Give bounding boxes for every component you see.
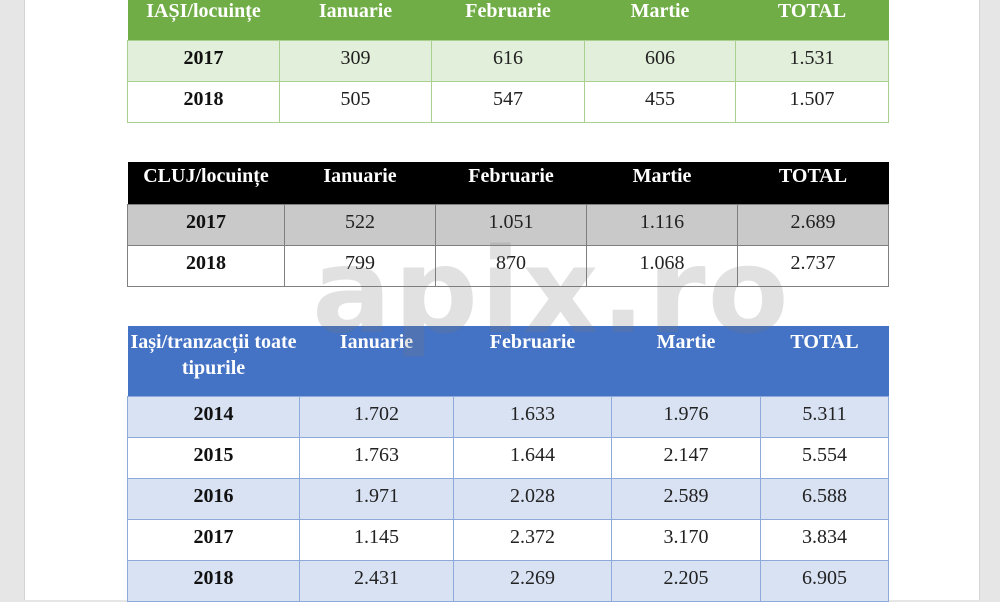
table-header-row: CLUJ/locuințe Ianuarie Februarie Martie …: [127, 162, 889, 204]
table-row: 2018 505 547 455 1.507: [127, 80, 889, 123]
value-cell: 1.116: [586, 203, 738, 246]
value-cell: 522: [284, 203, 436, 246]
year-cell: 2017: [127, 518, 300, 561]
value-cell: 870: [435, 244, 587, 287]
value-cell: 1.068: [586, 244, 738, 287]
value-cell: 1.145: [299, 518, 454, 561]
value-cell: 455: [584, 80, 736, 123]
table-row: 2018 2.431 2.269 2.205 6.905: [127, 559, 889, 602]
value-cell: 1.976: [611, 395, 761, 438]
header-cell: Februarie: [435, 162, 587, 204]
header-cell: TOTAL: [735, 0, 889, 40]
value-cell: 1.633: [453, 395, 612, 438]
header-cell: Ianuarie: [284, 162, 436, 204]
year-cell: 2015: [127, 436, 300, 479]
value-cell: 616: [431, 39, 585, 82]
year-cell: 2017: [127, 203, 285, 246]
value-cell: 799: [284, 244, 436, 287]
value-cell: 2.589: [611, 477, 761, 520]
total-cell: 1.507: [735, 80, 889, 123]
value-cell: 309: [279, 39, 432, 82]
year-cell: 2018: [127, 559, 300, 602]
header-cell: Martie: [611, 326, 761, 396]
value-cell: 2.269: [453, 559, 612, 602]
table-row: 2017 1.145 2.372 3.170 3.834: [127, 518, 889, 561]
header-cell: Ianuarie: [279, 0, 432, 40]
total-cell: 6.905: [760, 559, 889, 602]
value-cell: 1.702: [299, 395, 454, 438]
table-row: 2017 309 616 606 1.531: [127, 39, 889, 82]
value-cell: 547: [431, 80, 585, 123]
header-cell: Martie: [586, 162, 738, 204]
header-cell: Februarie: [453, 326, 612, 396]
total-cell: 1.531: [735, 39, 889, 82]
header-cell: Februarie: [431, 0, 585, 40]
value-cell: 2.028: [453, 477, 612, 520]
table-row: 2015 1.763 1.644 2.147 5.554: [127, 436, 889, 479]
value-cell: 1.763: [299, 436, 454, 479]
total-cell: 5.554: [760, 436, 889, 479]
year-cell: 2014: [127, 395, 300, 438]
header-cell: Martie: [584, 0, 736, 40]
table-row: 2014 1.702 1.633 1.976 5.311: [127, 395, 889, 438]
table-row: 2017 522 1.051 1.116 2.689: [127, 203, 889, 246]
year-cell: 2017: [127, 39, 280, 82]
value-cell: 1.051: [435, 203, 587, 246]
total-cell: 2.737: [737, 244, 889, 287]
value-cell: 1.644: [453, 436, 612, 479]
header-cell: Iași/tranzacții toate tipurile: [127, 326, 300, 396]
table-iasi-tranzactii: Iași/tranzacții toate tipurile Ianuarie …: [127, 326, 889, 602]
total-cell: 6.588: [760, 477, 889, 520]
table-row: 2016 1.971 2.028 2.589 6.588: [127, 477, 889, 520]
year-cell: 2018: [127, 80, 280, 123]
table-row: 2018 799 870 1.068 2.737: [127, 244, 889, 287]
value-cell: 606: [584, 39, 736, 82]
year-cell: 2018: [127, 244, 285, 287]
header-cell: TOTAL: [760, 326, 889, 396]
value-cell: 2.205: [611, 559, 761, 602]
total-cell: 3.834: [760, 518, 889, 561]
value-cell: 2.372: [453, 518, 612, 561]
header-cell: CLUJ/locuințe: [127, 162, 285, 204]
table-cluj-locuinte: CLUJ/locuințe Ianuarie Februarie Martie …: [127, 162, 889, 287]
header-cell: Ianuarie: [299, 326, 454, 396]
total-cell: 5.311: [760, 395, 889, 438]
header-cell: TOTAL: [737, 162, 889, 204]
value-cell: 1.971: [299, 477, 454, 520]
value-cell: 505: [279, 80, 432, 123]
year-cell: 2016: [127, 477, 300, 520]
table-iasi-locuinte: IAȘI/locuințe Ianuarie Februarie Martie …: [127, 0, 889, 123]
table-header-row: IAȘI/locuințe Ianuarie Februarie Martie …: [127, 0, 889, 40]
total-cell: 2.689: [737, 203, 889, 246]
value-cell: 2.147: [611, 436, 761, 479]
value-cell: 2.431: [299, 559, 454, 602]
table-header-row: Iași/tranzacții toate tipurile Ianuarie …: [127, 326, 889, 396]
header-cell: IAȘI/locuințe: [127, 0, 280, 40]
value-cell: 3.170: [611, 518, 761, 561]
